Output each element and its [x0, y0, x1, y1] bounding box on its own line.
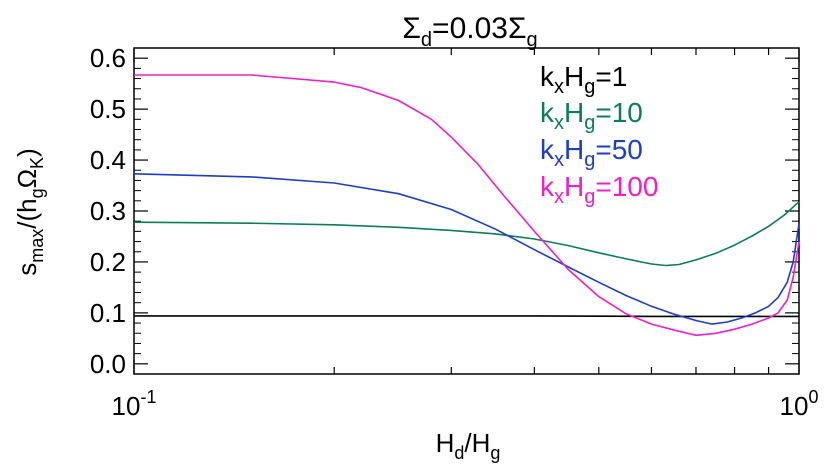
y-tick-label: 0.4 — [90, 145, 126, 175]
x-axis-label: Hd/Hg — [436, 428, 501, 463]
y-axis-label: smax/(hgΩK) — [12, 148, 47, 276]
y-tick-label: 0.1 — [90, 298, 126, 328]
y-tick-label: 0.0 — [90, 349, 126, 379]
legend-entry-1: kxHg=1 — [540, 61, 627, 98]
x-ticks: 10-1 100 — [112, 48, 819, 421]
series-line-1 — [134, 315, 799, 318]
y-tick-label: 0.5 — [90, 94, 126, 124]
series-lines — [133, 74, 800, 337]
legend-entry-50: kxHg=50 — [540, 134, 643, 171]
y-tick-label: 0.2 — [90, 247, 126, 277]
series-line-50 — [133, 173, 800, 325]
series-line-10 — [133, 201, 800, 267]
legend-entry-100: kxHg=100 — [540, 171, 658, 208]
x-tick-label: 100 — [780, 387, 819, 421]
y-tick-label: 0.3 — [90, 196, 126, 226]
plot-border — [133, 47, 800, 375]
plot-frame — [133, 47, 800, 375]
legend-entry-10: kxHg=10 — [540, 97, 643, 134]
y-ticks: 0.0 0.1 0.2 0.3 0.4 0.5 0.6 — [90, 43, 799, 379]
y-tick-label: 0.6 — [90, 43, 126, 73]
chart-title: Σd=0.03Σg — [402, 12, 537, 51]
series-line-100 — [134, 74, 800, 337]
x-tick-label: 10-1 — [112, 387, 157, 421]
